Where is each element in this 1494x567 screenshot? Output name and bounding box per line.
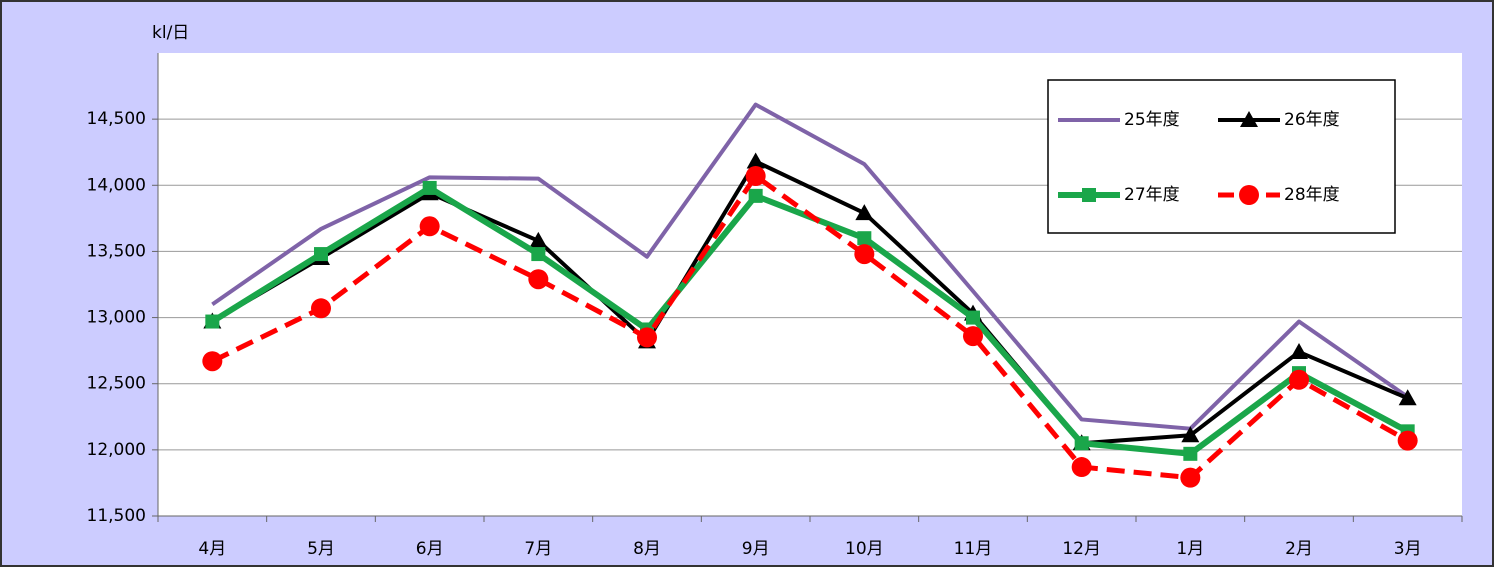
legend-label: 27年度	[1124, 185, 1180, 205]
marker	[745, 166, 766, 187]
marker	[637, 327, 657, 348]
legend-marker	[1082, 188, 1096, 202]
x-tick-label: 2月	[1285, 539, 1313, 559]
marker	[1074, 436, 1089, 451]
y-tick-label: 12,500	[87, 374, 146, 394]
marker	[854, 244, 875, 265]
y-axis-label: kl/日	[152, 23, 189, 43]
x-tick-label: 9月	[742, 539, 770, 559]
x-tick-label: 3月	[1394, 539, 1422, 559]
marker	[746, 152, 765, 169]
marker	[531, 247, 546, 262]
x-tick-label: 10月	[845, 539, 884, 559]
marker	[963, 326, 983, 347]
marker	[529, 231, 548, 248]
x-tick-label: 4月	[198, 539, 226, 559]
y-tick-label: 12,000	[87, 440, 146, 460]
marker	[748, 188, 763, 203]
marker	[966, 310, 980, 325]
y-tick-label: 13,000	[87, 308, 146, 328]
series-line	[211, 159, 1409, 446]
y-tick-label: 14,000	[87, 175, 146, 195]
marker	[1290, 342, 1308, 359]
x-tick-label: 7月	[524, 539, 552, 559]
legend-marker	[1240, 111, 1258, 127]
marker	[314, 247, 328, 262]
marker	[1398, 389, 1417, 406]
x-tick-label: 12月	[1062, 539, 1101, 559]
marker	[422, 180, 437, 195]
x-tick-label: 11月	[954, 539, 993, 559]
y-tick-label: 14,500	[87, 109, 146, 129]
marker	[857, 231, 872, 246]
x-tick-label: 6月	[416, 539, 444, 559]
legend-label: 25年度	[1124, 110, 1180, 130]
marker	[205, 314, 220, 329]
x-tick-label: 8月	[633, 539, 661, 559]
legend-label: 26年度	[1284, 110, 1340, 130]
marker	[202, 351, 223, 372]
legend-label: 28年度	[1284, 185, 1340, 205]
marker	[528, 269, 549, 290]
marker	[1289, 369, 1309, 390]
series-line	[211, 102, 1409, 431]
legend-marker	[1239, 185, 1259, 205]
marker	[855, 204, 874, 221]
marker	[1180, 467, 1201, 488]
series-line	[211, 173, 1409, 481]
marker	[1183, 446, 1198, 461]
y-tick-label: 11,500	[87, 506, 146, 526]
x-tick-label: 1月	[1176, 539, 1204, 559]
marker	[1181, 426, 1200, 443]
marker	[419, 216, 440, 237]
y-tick-label: 13,500	[87, 241, 146, 261]
x-tick-label: 5月	[307, 539, 335, 559]
marker	[1397, 430, 1418, 451]
marker	[1071, 457, 1092, 478]
legend-box	[1047, 79, 1396, 234]
marker	[311, 298, 331, 319]
